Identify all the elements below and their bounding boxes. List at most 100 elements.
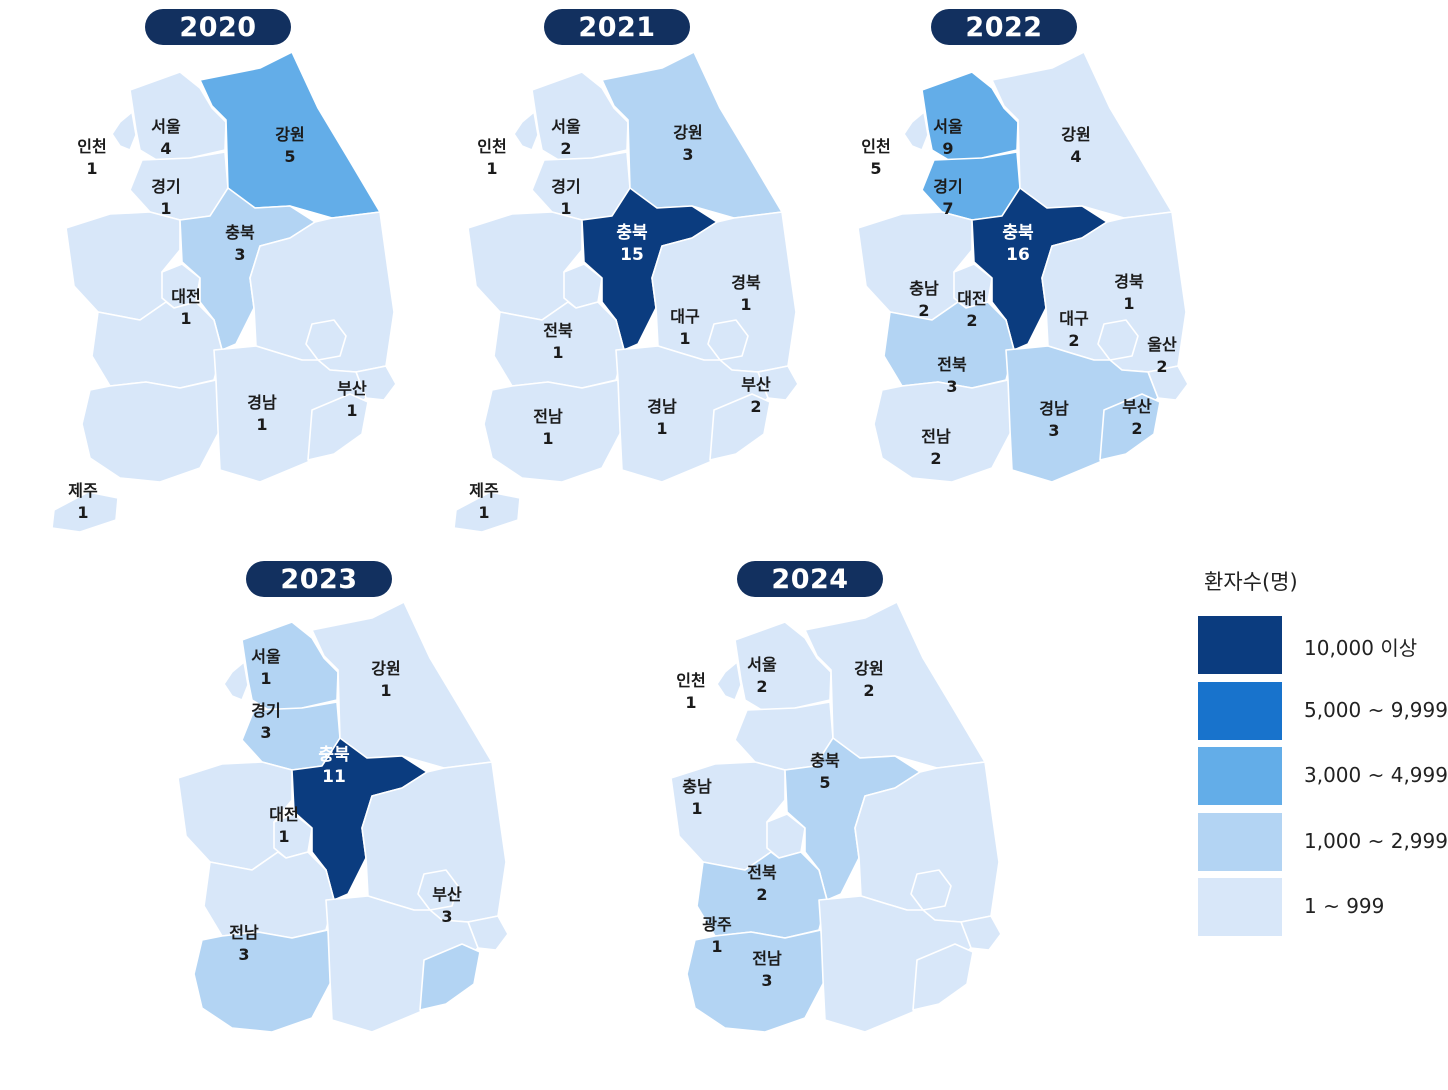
region-label-제주: 제주 1	[68, 480, 97, 524]
region-count: 5	[870, 159, 882, 178]
year-badge-2023: 2023	[246, 561, 392, 597]
region-label-경남: 경남 1	[647, 396, 676, 440]
region-name: 강원	[371, 659, 401, 678]
korea-map-2021	[453, 51, 799, 533]
region-label-충북: 충북 15	[616, 222, 647, 266]
region-count: 3	[234, 245, 246, 264]
region-count: 2	[1068, 331, 1080, 350]
region-count: 3	[238, 945, 250, 964]
region-name: 경남	[247, 393, 277, 412]
region-count: 1	[180, 309, 192, 328]
region-전북	[203, 851, 335, 939]
region-label-강원: 강원 3	[673, 122, 702, 166]
region-label-대전: 대전 1	[171, 286, 200, 330]
region-count: 1	[256, 415, 268, 434]
region-부산	[1099, 393, 1161, 461]
region-label-충북: 충북 3	[225, 222, 254, 266]
legend-label: 10,000 이상	[1304, 636, 1418, 660]
region-count: 2	[966, 311, 978, 330]
legend-item-level-3: 1,000 ~ 2,999	[1198, 813, 1448, 873]
region-label-강원: 강원 1	[371, 658, 400, 702]
region-label-서울: 서울 1	[251, 646, 280, 690]
region-name: 강원	[275, 125, 305, 144]
region-count: 2	[750, 397, 762, 416]
region-label-경기: 경기 1	[151, 176, 180, 220]
region-count: 2	[1156, 357, 1168, 376]
region-name: 인천	[477, 137, 507, 156]
region-label-서울: 서울 2	[551, 116, 580, 160]
legend-title: 환자수(명)	[1204, 570, 1298, 594]
region-label-인천: 인천 1	[477, 136, 506, 180]
region-name: 서울	[251, 647, 281, 666]
region-label-경남: 경남 3	[1039, 398, 1068, 442]
region-name: 충북	[1002, 223, 1034, 243]
region-label-충남: 충남 1	[682, 776, 711, 820]
region-count: 1	[542, 429, 554, 448]
korea-map-2020	[51, 51, 397, 533]
region-label-경북: 경북 1	[1114, 271, 1143, 315]
region-count: 1	[278, 827, 290, 846]
region-전남	[193, 929, 333, 1033]
region-label-충북: 충북 11	[318, 744, 349, 788]
region-label-전남: 전남 1	[533, 406, 562, 450]
region-label-전남: 전남 3	[752, 948, 781, 992]
region-name: 서울	[933, 117, 963, 136]
region-전남	[873, 379, 1013, 483]
region-전남	[483, 379, 623, 483]
korea-map-2022	[857, 51, 1189, 483]
region-count: 7	[942, 199, 954, 218]
region-label-전남: 전남 2	[921, 426, 950, 470]
region-제주	[453, 491, 521, 533]
region-name: 부산	[1122, 397, 1152, 416]
region-경남	[615, 345, 769, 483]
region-count: 1	[740, 295, 752, 314]
region-name: 부산	[337, 379, 367, 398]
region-인천	[223, 661, 249, 701]
region-name: 경북	[1114, 272, 1144, 291]
region-서울	[921, 71, 1019, 163]
legend-item-level-1: 5,000 ~ 9,999	[1198, 682, 1448, 742]
region-label-강원: 강원 5	[275, 124, 304, 168]
region-name: 제주	[68, 481, 98, 500]
region-대구	[305, 319, 347, 361]
region-name: 경남	[647, 397, 677, 416]
region-서울	[531, 71, 629, 163]
legend-item-level-4: 1 ~ 999	[1198, 878, 1438, 938]
region-name: 인천	[676, 671, 706, 690]
region-name: 강원	[854, 659, 884, 678]
region-label-대전: 대전 1	[269, 804, 298, 848]
region-name: 인천	[861, 137, 891, 156]
region-name: 인천	[77, 137, 107, 156]
region-name: 광주	[702, 915, 732, 934]
region-대구	[1097, 319, 1139, 361]
legend-item-level-0: 10,000 이상	[1198, 616, 1438, 676]
legend-label: 5,000 ~ 9,999	[1304, 698, 1448, 722]
region-name: 강원	[673, 123, 703, 142]
region-count: 2	[863, 681, 875, 700]
region-count: 5	[819, 773, 831, 792]
region-label-서울: 서울 9	[933, 116, 962, 160]
legend-label: 1,000 ~ 2,999	[1304, 829, 1448, 853]
region-label-대구: 대구 1	[670, 306, 699, 350]
region-label-충북: 충북 5	[810, 750, 839, 794]
region-count: 2	[560, 139, 572, 158]
year-badge-2020: 2020	[145, 9, 291, 45]
region-name: 경남	[1039, 399, 1069, 418]
region-경남	[325, 895, 479, 1033]
region-부산	[307, 393, 369, 461]
region-label-인천: 인천 1	[77, 136, 106, 180]
legend: 환자수(명) 10,000 이상 5,000 ~ 9,999 3,000 ~ 4…	[1196, 560, 1448, 950]
region-count: 3	[441, 907, 453, 926]
region-name: 부산	[741, 375, 771, 394]
region-부산	[419, 943, 481, 1011]
region-name: 서울	[551, 117, 581, 136]
region-name: 경북	[731, 273, 761, 292]
region-count: 4	[1070, 147, 1082, 166]
region-label-전북: 전북 1	[543, 320, 572, 364]
region-name: 대전	[269, 805, 299, 824]
region-count: 2	[918, 301, 930, 320]
region-label-전북: 전북 2	[747, 862, 776, 906]
region-count: 1	[691, 799, 703, 818]
region-전북	[91, 301, 223, 389]
region-name: 경기	[551, 177, 581, 196]
